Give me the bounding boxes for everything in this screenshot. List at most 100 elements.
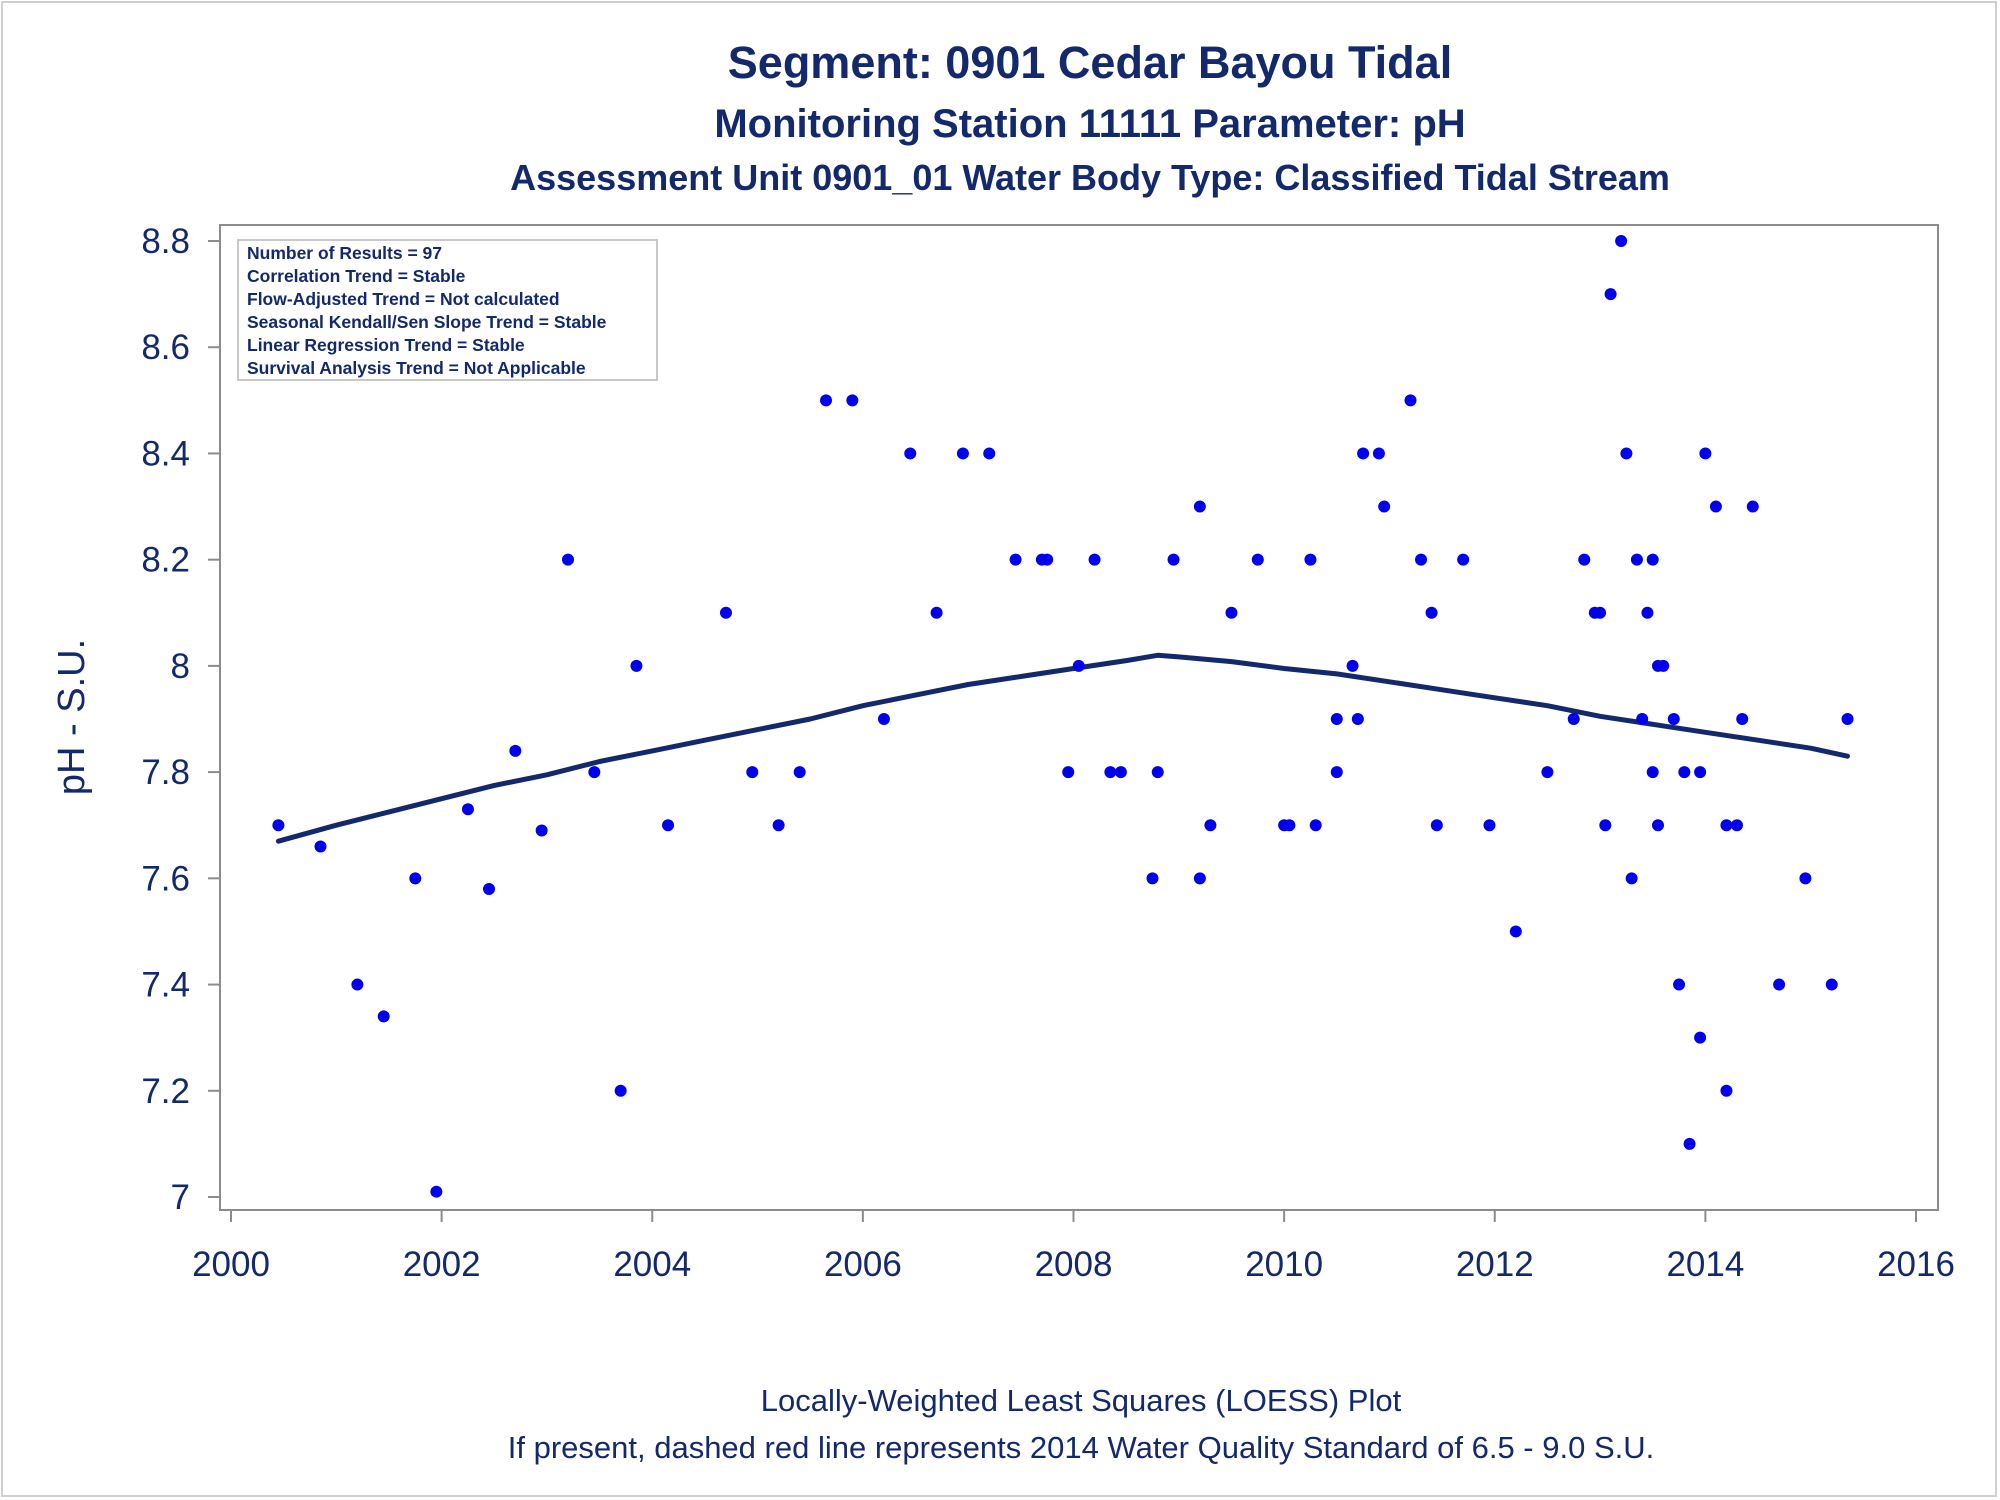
data-point <box>1304 553 1317 566</box>
footnote-loess: Locally-Weighted Least Squares (LOESS) P… <box>761 1383 1402 1418</box>
data-point <box>1604 288 1617 301</box>
y-tick-label: 8.2 <box>141 541 190 580</box>
data-points <box>272 235 1854 1198</box>
data-point <box>1041 553 1054 566</box>
data-point <box>1193 500 1206 513</box>
data-point <box>535 824 548 837</box>
data-point <box>1678 766 1691 779</box>
data-point <box>956 447 969 460</box>
x-tick-label: 2008 <box>1035 1245 1113 1284</box>
y-tick-label: 8 <box>171 647 190 686</box>
data-point <box>1709 500 1722 513</box>
y-tick-label: 7.8 <box>141 753 190 792</box>
data-point <box>1346 659 1359 672</box>
data-point <box>1746 500 1759 513</box>
x-tick-label: 2006 <box>824 1245 902 1284</box>
data-point <box>351 978 364 991</box>
data-point <box>1630 553 1643 566</box>
data-point <box>1651 819 1664 832</box>
data-point <box>614 1084 627 1097</box>
data-point <box>1636 713 1649 725</box>
data-point <box>1699 447 1712 460</box>
data-point <box>930 606 943 619</box>
data-point <box>630 659 643 672</box>
chart-subtitle-station: Monitoring Station 11111 Parameter: pH <box>714 102 1465 146</box>
data-point <box>1146 872 1159 885</box>
data-point <box>1730 819 1743 832</box>
data-point <box>1357 447 1370 460</box>
data-point <box>1251 553 1264 566</box>
data-point <box>1657 659 1670 672</box>
data-point <box>877 713 890 725</box>
data-point <box>793 766 806 779</box>
data-point <box>1683 1137 1696 1150</box>
data-point <box>1415 553 1428 566</box>
data-point <box>1204 819 1217 832</box>
data-point <box>1615 235 1628 247</box>
data-point <box>820 394 833 407</box>
inset-line: Number of Results = 97 <box>247 243 442 263</box>
data-point <box>1378 500 1391 513</box>
data-point <box>1193 872 1206 885</box>
data-point <box>1088 553 1101 566</box>
data-point <box>1351 713 1364 725</box>
data-point <box>1736 713 1749 725</box>
data-point <box>1720 1084 1733 1097</box>
data-point <box>1425 606 1438 619</box>
data-point <box>1673 978 1686 991</box>
data-point <box>1694 1031 1707 1044</box>
data-point <box>430 1185 443 1198</box>
y-tick-label: 7 <box>171 1178 190 1217</box>
data-point <box>1309 819 1322 832</box>
y-axis-label: pH - S.U. <box>51 639 93 795</box>
data-point <box>1578 553 1591 566</box>
data-point <box>772 819 785 832</box>
x-tick-label: 2016 <box>1877 1245 1955 1284</box>
loess-layer <box>275 652 1850 844</box>
data-point <box>1509 925 1522 938</box>
data-point <box>1151 766 1164 779</box>
inset-line: Seasonal Kendall/Sen Slope Trend = Stabl… <box>247 312 607 332</box>
data-point <box>1599 819 1612 832</box>
inset-line: Flow-Adjusted Trend = Not calculated <box>247 289 560 309</box>
x-tick-label: 2012 <box>1456 1245 1534 1284</box>
data-point <box>409 872 422 885</box>
data-point <box>1720 819 1733 832</box>
data-point <box>1330 766 1343 779</box>
y-tick-label: 8.8 <box>141 222 190 261</box>
y-tick-label: 8.6 <box>141 328 190 367</box>
data-point <box>1694 766 1707 779</box>
inset-line: Correlation Trend = Stable <box>247 266 466 286</box>
inset-box <box>237 239 658 381</box>
x-tick-label: 2002 <box>403 1245 481 1284</box>
data-point <box>1825 978 1838 991</box>
x-axis: 2000 2002 2004 2006 2008 2010 2012 2014 2016 <box>192 1210 1955 1284</box>
inset-line: Survival Analysis Trend = Not Applicable <box>247 358 586 378</box>
data-point <box>746 766 759 779</box>
data-point <box>1072 659 1085 672</box>
data-point <box>483 882 496 895</box>
data-point <box>1457 553 1470 566</box>
data-point <box>1372 447 1385 460</box>
x-tick-label: 2014 <box>1666 1245 1744 1284</box>
data-point <box>461 803 474 816</box>
y-axis: 7 7.2 7.4 7.6 7.8 8 8.2 8.4 8.6 8.8 <box>141 222 220 1217</box>
data-point <box>1799 872 1812 885</box>
trend-summary-inset: Number of Results = 97 Correlation Trend… <box>237 239 658 381</box>
data-point <box>1646 553 1659 566</box>
y-tick-label: 7.2 <box>141 1072 190 1111</box>
plot-area <box>219 224 1939 1211</box>
x-tick-label: 2000 <box>192 1245 270 1284</box>
data-point <box>1114 766 1127 779</box>
data-point <box>562 553 574 566</box>
data-point <box>1667 713 1680 725</box>
data-point <box>588 766 601 779</box>
chart-subtitle-assessment: Assessment Unit 0901_01 Water Body Type:… <box>510 157 1670 198</box>
data-point <box>1167 553 1180 566</box>
y-tick-label: 7.4 <box>141 966 190 1005</box>
data-point <box>846 394 859 407</box>
y-tick-label: 7.6 <box>141 859 190 898</box>
data-point <box>1330 713 1343 725</box>
data-point <box>983 447 996 460</box>
